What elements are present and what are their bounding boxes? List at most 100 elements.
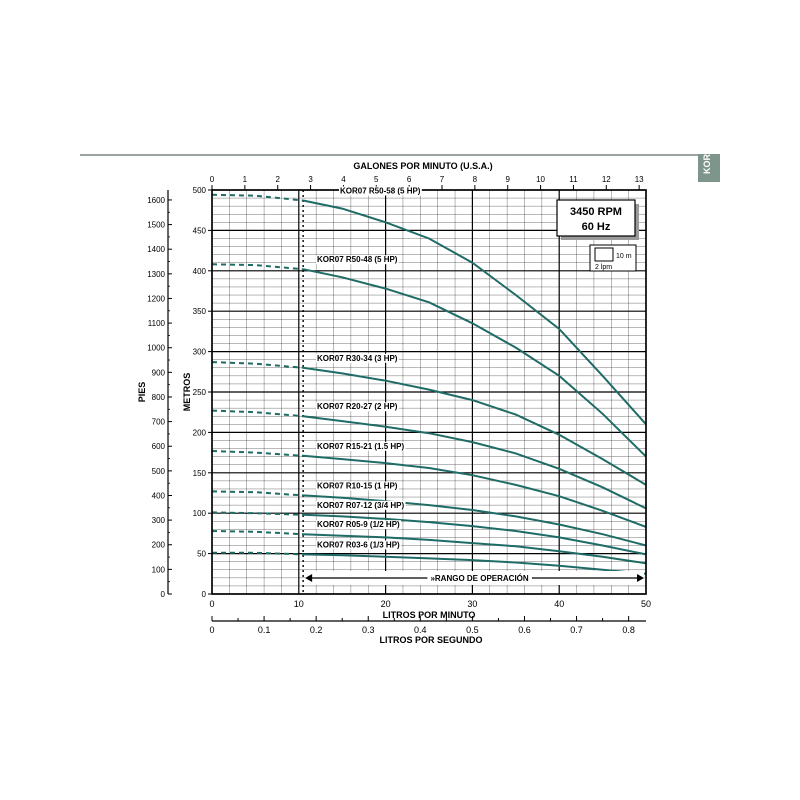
- curve-dashed-7: [211, 530, 304, 536]
- series-label-bg: [339, 186, 422, 196]
- labels: KOR07 R50-58 (5 HP) KOR07 R50-48 (5 HP) KO…: [305, 186, 644, 585]
- top-divider: [80, 154, 700, 156]
- scale-cell: [594, 247, 614, 262]
- feet-tick-label: 700: [152, 418, 166, 427]
- series-label: KOR07 R10-15 (1 HP): [317, 481, 398, 490]
- feet-tick-label: 800: [152, 393, 166, 402]
- curve-dashed-3: [211, 409, 304, 418]
- top-tick-label: 7: [440, 175, 445, 184]
- curve-5: [303, 494, 647, 547]
- top-tick-label: 4: [341, 175, 346, 184]
- feet-tick-label: 1400: [147, 245, 165, 254]
- feet-tick-label: 1100: [148, 319, 166, 328]
- top-tick-label: 1: [243, 175, 248, 184]
- curve-7: [303, 533, 647, 565]
- meters-tick-label: 300: [193, 348, 207, 357]
- feet-tick-label: 1500: [147, 221, 165, 230]
- bottom-tick-label: 0: [209, 599, 214, 609]
- series-label: KOR07 R20-27 (2 HP): [317, 402, 398, 411]
- series-label: KOR07 R05-9 (1/2 HP): [317, 520, 400, 529]
- feet-tick-label: 0: [161, 590, 166, 599]
- series-label-bg: [316, 481, 399, 491]
- feet-axis-label: PIES: [137, 382, 147, 403]
- feet-tick-label: 900: [152, 368, 166, 377]
- operating-range-arrowhead-right: [637, 574, 644, 582]
- bottom-tick-label: 50: [641, 599, 651, 609]
- top-tick-label: 9: [505, 175, 510, 184]
- series-label: KOR07 R50-48 (5 HP): [317, 255, 398, 264]
- series-label: KOR07 R30-34 (3 HP): [317, 354, 398, 363]
- lps-tick-label: 0.7: [570, 625, 583, 635]
- meters-tick-label: 350: [193, 307, 207, 316]
- feet-tick-label: 200: [152, 541, 166, 550]
- bottom-tick-label: 20: [381, 599, 391, 609]
- lps-tick-label: 0.1: [258, 625, 271, 635]
- feet-tick-label: 1200: [147, 294, 165, 303]
- curves: [211, 193, 647, 575]
- curve-2: [302, 366, 647, 486]
- curve-dashed-8: [212, 551, 304, 556]
- lps-tick-label: 0.2: [310, 625, 323, 635]
- scale-label-m: 10 m: [616, 253, 632, 260]
- operating-range-label: »RANGO DE OPERACIÓN: [430, 574, 528, 583]
- meters-tick-label: 500: [193, 186, 207, 195]
- series-label-bg: [316, 402, 399, 412]
- top-axis-label: GALONES POR MINUTO (U.S.A.): [353, 161, 492, 171]
- series-label-bg: [316, 520, 402, 530]
- curve-dashed-4: [211, 450, 304, 457]
- series-label: KOR07 R03-6 (1/3 HP): [317, 540, 400, 549]
- top-tick-label: 8: [473, 175, 478, 184]
- rpm-label: 3450 RPM: [570, 206, 622, 218]
- top-tick-label: 0: [210, 175, 215, 184]
- operating-range-label-bg: [427, 574, 532, 583]
- series-label-bg: [316, 353, 399, 363]
- lps-axis-label: LITROS POR SEGUNDO: [379, 635, 482, 645]
- meters-tick-label: 100: [193, 509, 207, 518]
- top-tick-label: 5: [374, 175, 379, 184]
- curve-4: [303, 454, 647, 528]
- bottom-axis-label: LITROS POR MINUTO: [383, 610, 476, 620]
- top-tick-label: 13: [635, 175, 644, 184]
- lps-tick-label: 0.6: [518, 625, 531, 635]
- curve-dashed-6: [211, 511, 304, 516]
- feet-tick-label: 600: [152, 442, 166, 451]
- meters-tick-label: 250: [193, 388, 207, 397]
- lps-tick-label: 0.4: [414, 625, 427, 635]
- feet-tick-label: 1300: [147, 270, 165, 279]
- feet-tick-label: 500: [152, 467, 166, 476]
- top-tick-label: 12: [602, 175, 611, 184]
- series-label-bg: [316, 500, 406, 510]
- lps-tick-label: 0.8: [622, 625, 635, 635]
- meters-tick-label: 0: [202, 590, 207, 599]
- meters-tick-label: 400: [193, 267, 207, 276]
- feet-tick-label: 300: [152, 516, 166, 525]
- curve-dashed-0: [211, 193, 304, 202]
- curve-3: [302, 415, 647, 510]
- curve-6: [303, 513, 647, 556]
- bottom-tick-label: 30: [467, 599, 477, 609]
- meters-tick-label: 200: [193, 428, 207, 437]
- meters-axis-label: METROS: [182, 373, 192, 412]
- series-label-bg: [316, 255, 399, 265]
- feet-tick-label: 1600: [147, 196, 165, 205]
- top-tick-label: 3: [308, 175, 313, 184]
- feet-tick-label: 1000: [147, 344, 165, 353]
- top-tick-label: 11: [569, 175, 578, 184]
- curve-8: [303, 553, 647, 575]
- curve-0: [302, 199, 647, 425]
- bottom-tick-label: 40: [554, 599, 564, 609]
- meters-tick-label: 50: [197, 550, 206, 559]
- top-tick-label: 6: [407, 175, 412, 184]
- series-label: KOR07 R15-21 (1.5 HP): [317, 442, 404, 451]
- rpm-box: [556, 199, 636, 237]
- side-tab: KOR: [698, 154, 720, 182]
- feet-tick-label: 100: [152, 565, 166, 574]
- meters-tick-label: 150: [193, 469, 207, 478]
- lps-tick-label: 0.3: [362, 625, 375, 635]
- feet-tick-label: 400: [152, 491, 166, 500]
- lps-tick-label: 0.5: [466, 625, 479, 635]
- series-label-bg: [316, 540, 402, 550]
- curve-dashed-5: [211, 490, 304, 497]
